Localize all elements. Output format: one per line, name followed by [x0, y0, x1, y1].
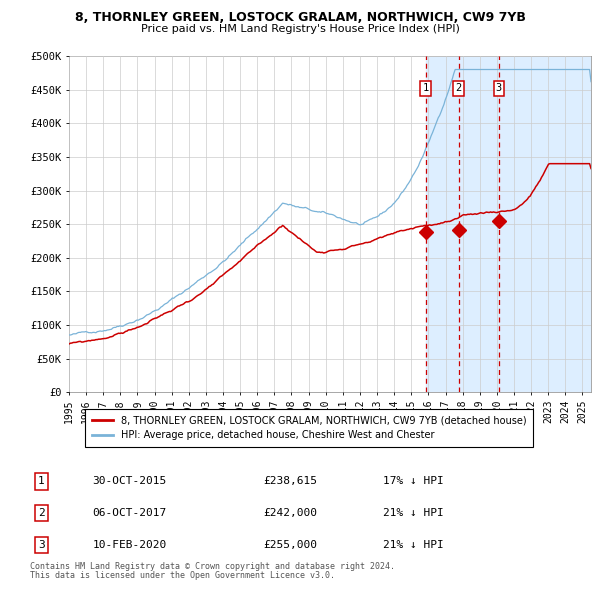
Text: 10-FEB-2020: 10-FEB-2020 [92, 540, 167, 550]
Text: £238,615: £238,615 [263, 477, 317, 486]
Text: This data is licensed under the Open Government Licence v3.0.: This data is licensed under the Open Gov… [30, 571, 335, 581]
Text: 2: 2 [455, 83, 462, 93]
Text: 30-OCT-2015: 30-OCT-2015 [92, 477, 167, 486]
Text: 3: 3 [38, 540, 44, 550]
Text: £255,000: £255,000 [263, 540, 317, 550]
Text: Contains HM Land Registry data © Crown copyright and database right 2024.: Contains HM Land Registry data © Crown c… [30, 562, 395, 571]
Text: 2: 2 [38, 509, 44, 518]
Text: 3: 3 [496, 83, 502, 93]
Text: 06-OCT-2017: 06-OCT-2017 [92, 509, 167, 518]
Text: £242,000: £242,000 [263, 509, 317, 518]
Text: 1: 1 [38, 477, 44, 486]
Text: Price paid vs. HM Land Registry's House Price Index (HPI): Price paid vs. HM Land Registry's House … [140, 25, 460, 34]
Text: 17% ↓ HPI: 17% ↓ HPI [383, 477, 444, 486]
Text: 1: 1 [422, 83, 428, 93]
Text: 21% ↓ HPI: 21% ↓ HPI [383, 509, 444, 518]
Text: 8, THORNLEY GREEN, LOSTOCK GRALAM, NORTHWICH, CW9 7YB: 8, THORNLEY GREEN, LOSTOCK GRALAM, NORTH… [74, 11, 526, 24]
Bar [425, 56, 591, 392]
Legend: 8, THORNLEY GREEN, LOSTOCK GRALAM, NORTHWICH, CW9 7YB (detached house), HPI: Ave: 8, THORNLEY GREEN, LOSTOCK GRALAM, NORTH… [85, 408, 533, 447]
Text: 21% ↓ HPI: 21% ↓ HPI [383, 540, 444, 550]
